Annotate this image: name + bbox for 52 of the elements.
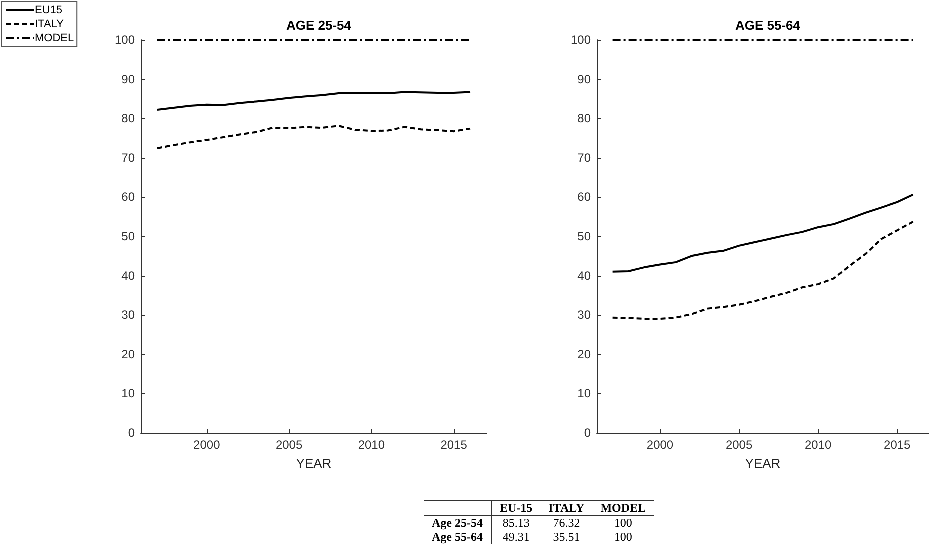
legend-label: ITALY (35, 18, 65, 30)
x-tick-label: 2015 (884, 438, 912, 452)
y-tick-label: 70 (578, 150, 592, 165)
text: 100 (614, 516, 632, 530)
chart-title: AGE 25-54 (286, 18, 352, 33)
y-tick-label: 40 (122, 268, 136, 283)
y-tick-label: 30 (578, 308, 592, 322)
y-tick-label: 0 (584, 426, 592, 440)
y-tick-label: 80 (122, 112, 136, 126)
text: 35.51 (553, 530, 580, 544)
x-axis-title: YEAR (296, 456, 332, 471)
y-tick-label: 50 (122, 230, 136, 244)
category-label: MODEL (592, 500, 654, 516)
line-series (612, 194, 914, 273)
y-tick-label: 30 (122, 308, 136, 322)
x-tick-label: 2010 (804, 438, 832, 452)
x-tick-label: 2000 (646, 438, 674, 452)
y-tick-label: 50 (578, 230, 592, 244)
y-tick-label: 100 (114, 33, 136, 47)
line-series (156, 91, 472, 111)
text: 49.31 (502, 530, 530, 544)
x-tick-label: 2005 (276, 438, 303, 452)
y-tick-label: 100 (570, 33, 592, 47)
y-tick-label: 80 (578, 112, 592, 126)
chart-title: AGE 55-64 (735, 18, 802, 33)
line-series (156, 125, 472, 150)
y-tick-label: 0 (128, 426, 136, 440)
category-label: EU-15 (492, 500, 541, 516)
x-tick-label: 2000 (194, 438, 221, 452)
category-label: Age 55-64 (432, 530, 483, 544)
y-tick-label: 70 (122, 150, 136, 165)
y-tick-label: 60 (578, 190, 592, 204)
text: 85.13 (502, 516, 530, 530)
x-tick-label: 2015 (440, 438, 468, 452)
text: 100 (614, 530, 632, 544)
y-tick-label: 10 (122, 386, 136, 401)
y-tick-label: 40 (578, 268, 592, 283)
y-tick-label: 60 (122, 190, 136, 204)
y-tick-label: 90 (578, 72, 592, 86)
y-tick-label: 90 (122, 72, 136, 86)
x-tick-label: 2010 (358, 438, 386, 452)
category-label: ITALY (540, 500, 593, 516)
y-tick-label: 20 (578, 347, 592, 362)
line-series (612, 220, 914, 320)
category-label: Age 25-54 (432, 516, 483, 530)
x-tick-label: 2005 (726, 438, 753, 452)
x-axis-title: YEAR (745, 456, 781, 471)
text: 76.32 (553, 516, 580, 530)
y-tick-label: 20 (122, 347, 136, 362)
legend-label: MODEL (35, 32, 74, 44)
legend-label: EU15 (35, 4, 63, 16)
y-tick-label: 10 (578, 386, 592, 401)
